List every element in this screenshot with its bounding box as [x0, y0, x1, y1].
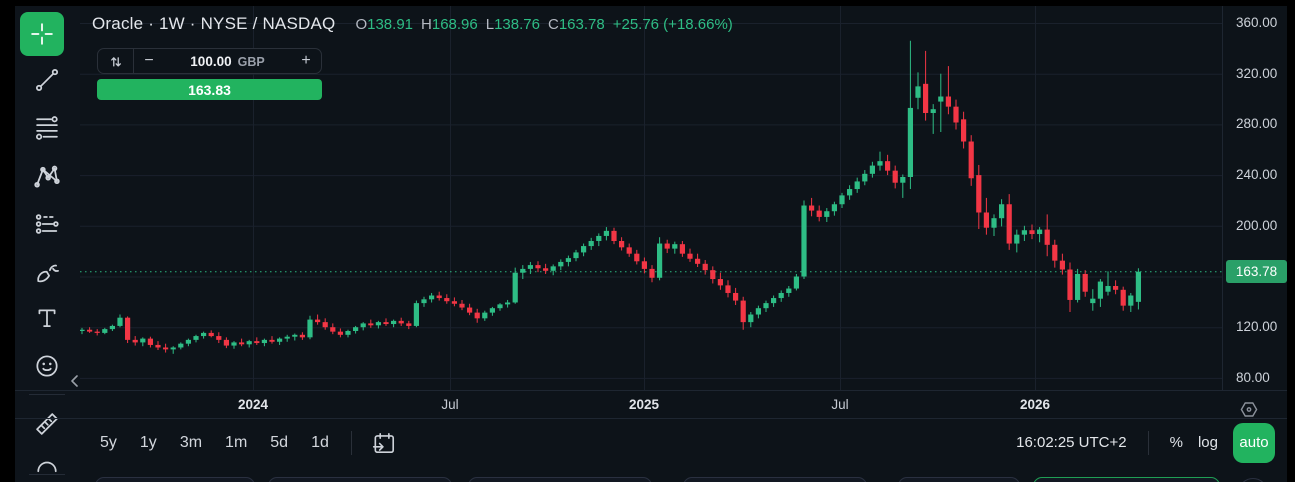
- chart-window: Oracle · 1W · NYSE / NASDAQ O138.91 H168.…: [15, 6, 1287, 482]
- trend-line-tool-icon[interactable]: [27, 60, 67, 100]
- go-to-date-icon[interactable]: [367, 428, 401, 458]
- range-button-1y[interactable]: 1y: [133, 431, 164, 455]
- toolbar-divider: [29, 474, 65, 475]
- time-axis-label: 2026: [1019, 397, 1051, 412]
- widget-tab[interactable]: [95, 477, 255, 482]
- ohlc-pair: O138.91: [355, 16, 414, 33]
- time-axis-label: 2025: [628, 397, 660, 412]
- crosshair-tool-icon[interactable]: [20, 12, 64, 56]
- price-axis-label: 240.00: [1236, 167, 1278, 183]
- candlestick-chart[interactable]: [80, 6, 1222, 390]
- time-axis[interactable]: 2024 Jul 2025 Jul 2026: [15, 390, 1287, 418]
- price-axis[interactable]: 360.00 320.00 280.00 240.00 200.00 120.00 80.0…: [1222, 6, 1287, 390]
- brush-tool-icon[interactable]: [27, 252, 67, 292]
- range-button-1d[interactable]: 1d: [304, 431, 336, 455]
- amount-value[interactable]: 100.00: [190, 53, 232, 69]
- drawing-toolbar: [15, 6, 80, 482]
- xabcd-pattern-tool-icon[interactable]: [27, 156, 67, 196]
- arc-tool-tool-icon[interactable]: [27, 446, 67, 482]
- range-button-5d[interactable]: 5d: [263, 431, 295, 455]
- widget-tab[interactable]: [683, 477, 867, 482]
- widget-circle-button[interactable]: [1238, 478, 1268, 482]
- change-value: +25.76 (+18.66%): [612, 16, 733, 33]
- bottom-widget-strip: [15, 466, 1287, 482]
- swap-currency-icon[interactable]: [98, 49, 134, 73]
- ohlc-pair: C163.78: [547, 16, 605, 33]
- time-axis-label: Jul: [831, 397, 849, 412]
- toolbar-divider: [29, 394, 65, 395]
- range-button-1m[interactable]: 1m: [218, 431, 254, 455]
- symbol-title[interactable]: Oracle · 1W · NYSE / NASDAQ: [92, 14, 336, 33]
- ohlc-pair: L138.76: [485, 16, 540, 33]
- currency-code: GBP: [237, 54, 265, 69]
- widget-tab[interactable]: [468, 477, 652, 482]
- fib-retracement-tool-icon[interactable]: [27, 108, 67, 148]
- price-axis-label: 200.00: [1236, 217, 1278, 233]
- decrease-amount-button[interactable]: −: [144, 52, 154, 69]
- price-axis-label: 280.00: [1236, 116, 1278, 132]
- divider: [350, 430, 352, 455]
- auto-scale-button[interactable]: auto: [1233, 422, 1275, 463]
- range-button-3m[interactable]: 3m: [173, 431, 209, 455]
- range-button-5y[interactable]: 5y: [93, 431, 124, 455]
- widget-tab[interactable]: [898, 477, 1020, 482]
- current-price-tag: 163.78: [1226, 260, 1287, 284]
- ohlc-values: O138.91 H168.96 L138.76 C163.78 +25.76 (+18.…: [347, 16, 732, 33]
- widget-tab-highlighted[interactable]: [1033, 477, 1220, 482]
- time-axis-label: 2024: [237, 397, 269, 412]
- divider: [1147, 430, 1149, 455]
- bottom-toolbar: 5y 1y 3m 1m 5d 1d 16:02:25 UTC+2 % log auto: [15, 418, 1287, 466]
- clock[interactable]: 16:02:25 UTC+2: [1016, 434, 1127, 451]
- converted-price-badge: 163.83: [97, 79, 322, 100]
- increase-amount-button[interactable]: +: [301, 52, 311, 69]
- collapse-toolbar-icon[interactable]: [68, 374, 80, 388]
- price-axis-label: 120.00: [1236, 319, 1278, 335]
- forecast-tool-icon[interactable]: [27, 204, 67, 244]
- price-axis-label: 320.00: [1236, 65, 1278, 81]
- hexagon-settings-icon[interactable]: [1237, 398, 1261, 422]
- widget-tab[interactable]: [268, 477, 452, 482]
- price-axis-label: 80.00: [1236, 369, 1270, 385]
- ohlc-pair: H168.96: [421, 16, 478, 33]
- percent-scale-button[interactable]: %: [1169, 434, 1183, 451]
- price-axis-label: 360.00: [1236, 15, 1278, 30]
- text-tool-tool-icon[interactable]: [27, 298, 67, 338]
- emoji-tool-icon[interactable]: [27, 346, 67, 386]
- time-axis-label: Jul: [441, 397, 459, 412]
- log-scale-button[interactable]: log: [1197, 434, 1218, 451]
- currency-conversion-control: − 100.00 GBP +: [97, 48, 322, 74]
